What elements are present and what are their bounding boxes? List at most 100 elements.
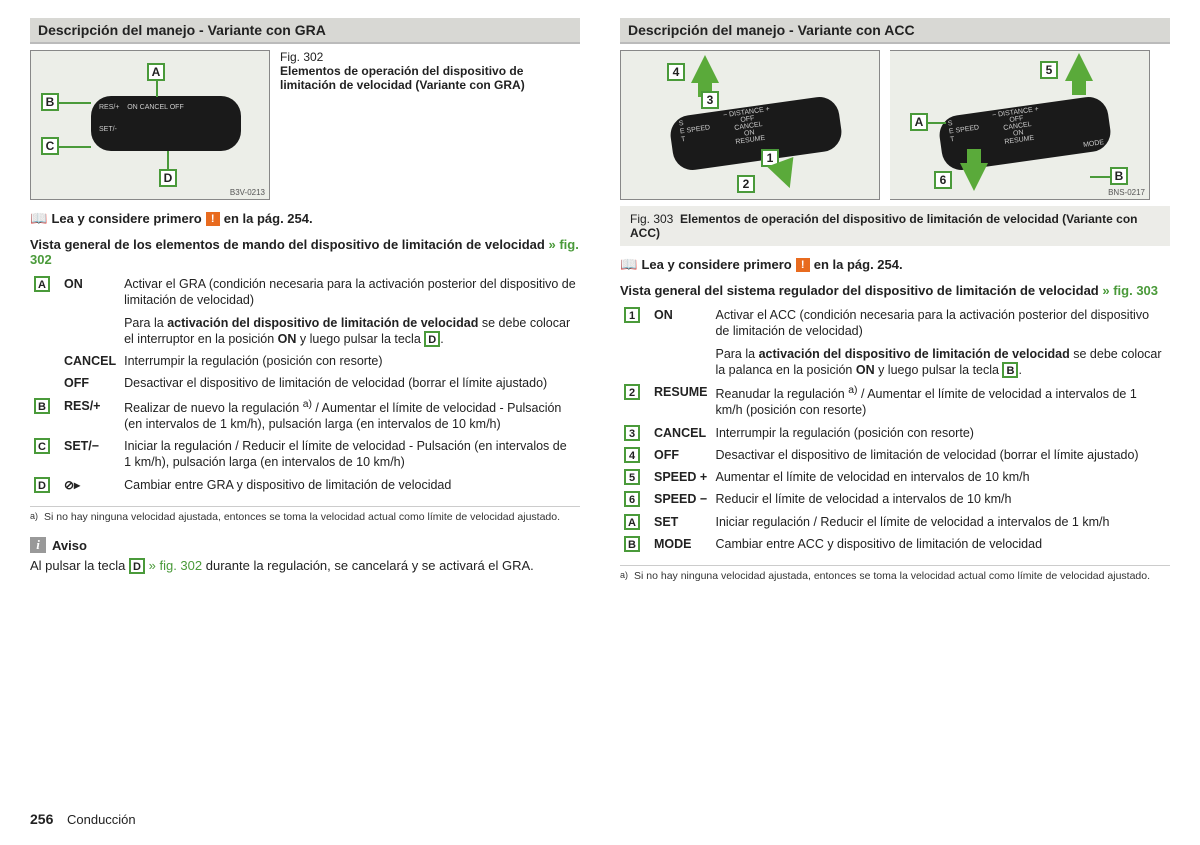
item-text: Iniciar la regulación / Reducir el límit… bbox=[120, 435, 580, 474]
table-row: Para la activación del dispositivo de li… bbox=[30, 312, 580, 351]
callout-A: A bbox=[147, 63, 165, 81]
stalk-shape: S E SPEED T − DISTANCE + OFF CANCEL ON R… bbox=[937, 94, 1113, 172]
stalk-labels: RES/+ ON CANCEL OFF SET/- bbox=[99, 102, 184, 136]
callout-line bbox=[59, 102, 91, 104]
arrow-stem bbox=[1072, 77, 1086, 95]
subhead-ref: » fig. 303 bbox=[1102, 283, 1158, 298]
item-text: Activar el GRA (condición necesaria para… bbox=[120, 273, 580, 312]
image-code: BNS-0217 bbox=[1108, 188, 1145, 197]
stalk-lines: − DISTANCE + OFF CANCEL ON RESUME bbox=[723, 106, 774, 147]
fig-number: Fig. 302 bbox=[280, 50, 323, 64]
key-box: B bbox=[34, 398, 50, 414]
key-box: A bbox=[624, 514, 640, 530]
table-row: Para la activación del dispositivo de li… bbox=[620, 343, 1170, 382]
right-definitions: 1 ONActivar el ACC (condición necesaria p… bbox=[620, 304, 1170, 555]
item-text: Activar el ACC (condición necesaria para… bbox=[711, 304, 1170, 343]
readfirst-suffix: en la pág. 254. bbox=[814, 257, 903, 272]
right-footnote: a) Si no hay ninguna velocidad ajustada,… bbox=[620, 565, 1170, 582]
item-label: SET/− bbox=[60, 435, 120, 474]
key-box: 1 bbox=[624, 307, 640, 323]
item-text: Realizar de nuevo la regulación a) / Aum… bbox=[120, 395, 580, 436]
item-text: Reanudar la regulación a) / Aumentar el … bbox=[711, 381, 1170, 422]
item-label: MODE bbox=[650, 533, 711, 555]
key-box: C bbox=[34, 438, 50, 454]
item-text: Aumentar el límite de velocidad en inter… bbox=[711, 466, 1170, 488]
key-box: 6 bbox=[624, 491, 640, 507]
stalk-shape: S E SPEED T − DISTANCE + OFF CANCEL ON R… bbox=[668, 94, 844, 172]
item-label: ON bbox=[650, 304, 711, 343]
footnote-mark: a) bbox=[620, 570, 628, 582]
read-first-left: 📖 Lea y considere primero ! en la pág. 2… bbox=[30, 210, 580, 227]
limit-icon: ⊘▸ bbox=[64, 478, 80, 492]
table-row: C SET/−Iniciar la regulación / Reducir el… bbox=[30, 435, 580, 474]
book-icon: 📖 bbox=[620, 256, 637, 273]
item-label: RES/+ bbox=[60, 395, 120, 436]
key-box: 5 bbox=[624, 469, 640, 485]
right-column: Descripción del manejo - Variante con AC… bbox=[620, 18, 1170, 582]
callout-line bbox=[59, 146, 91, 148]
item-text: Reducir el límite de velocidad a interva… bbox=[711, 488, 1170, 510]
fig-caption-text: Elementos de operación del dispositivo d… bbox=[630, 212, 1137, 240]
book-icon: 📖 bbox=[30, 210, 47, 227]
callout-line bbox=[1090, 176, 1110, 178]
section-name: Conducción bbox=[67, 812, 136, 827]
table-row: 4OFFDesactivar el dispositivo de limitac… bbox=[620, 444, 1170, 466]
callout-B: B bbox=[1110, 167, 1128, 185]
callout-line bbox=[928, 122, 946, 124]
item-text: Para la activación del dispositivo de li… bbox=[120, 312, 580, 351]
fig303-image-left: S E SPEED T − DISTANCE + OFF CANCEL ON R… bbox=[620, 50, 880, 200]
fig303-row: S E SPEED T − DISTANCE + OFF CANCEL ON R… bbox=[620, 50, 1170, 200]
table-row: AONActivar el GRA (condición necesaria p… bbox=[30, 273, 580, 312]
fig303-image-right: S E SPEED T − DISTANCE + OFF CANCEL ON R… bbox=[890, 50, 1150, 200]
item-label bbox=[60, 312, 120, 351]
callout-3: 3 bbox=[701, 91, 719, 109]
item-label: ON bbox=[60, 273, 120, 312]
item-text: Iniciar regulación / Reducir el límite d… bbox=[711, 511, 1170, 533]
item-text: Cambiar entre GRA y dispositivo de limit… bbox=[120, 474, 580, 497]
callout-B: B bbox=[41, 93, 59, 111]
stalk-side: S E SPEED T bbox=[678, 116, 711, 144]
callout-line bbox=[156, 81, 158, 97]
left-column: Descripción del manejo - Variante con GR… bbox=[30, 18, 580, 582]
item-label: OFF bbox=[60, 372, 120, 394]
key-box: D bbox=[34, 477, 50, 493]
page-footer: 256 Conducción bbox=[30, 811, 136, 827]
callout-4: 4 bbox=[667, 63, 685, 81]
table-row: 1 ONActivar el ACC (condición necesaria p… bbox=[620, 304, 1170, 343]
left-header: Descripción del manejo - Variante con GR… bbox=[30, 18, 580, 44]
fig302-caption: Fig. 302 Elementos de operación del disp… bbox=[280, 50, 580, 200]
item-text: Cambiar entre ACC y dispositivo de limit… bbox=[711, 533, 1170, 555]
item-text: Interrumpir la regulación (posición con … bbox=[120, 350, 580, 372]
table-row: CANCELInterrumpir la regulación (posició… bbox=[30, 350, 580, 372]
fig-caption-text: Elementos de operación del dispositivo d… bbox=[280, 64, 525, 92]
note-heading: i Aviso bbox=[30, 537, 580, 553]
callout-D: D bbox=[159, 169, 177, 187]
fig303-caption: Fig. 303 Elementos de operación del disp… bbox=[620, 206, 1170, 246]
right-subhead: Vista general del sistema regulador del … bbox=[620, 283, 1170, 298]
item-text: Para la activación del dispositivo de li… bbox=[711, 343, 1170, 382]
stalk-lines: − DISTANCE + OFF CANCEL ON RESUME bbox=[992, 106, 1043, 147]
arrow-down-icon bbox=[960, 163, 988, 191]
item-label: SET bbox=[650, 511, 711, 533]
read-first-right: 📖 Lea y considere primero ! en la pág. 2… bbox=[620, 256, 1170, 273]
item-label: SPEED − bbox=[650, 488, 711, 510]
left-subhead: Vista general de los elementos de mando … bbox=[30, 237, 580, 267]
callout-2: 2 bbox=[737, 175, 755, 193]
image-code: B3V-0213 bbox=[230, 188, 265, 197]
arrow-stem bbox=[967, 149, 981, 167]
stalk-shape: RES/+ ON CANCEL OFF SET/- bbox=[91, 96, 241, 151]
readfirst-prefix: Lea y considere primero bbox=[641, 257, 791, 272]
item-label: ⊘▸ bbox=[60, 474, 120, 497]
table-row: B RES/+Realizar de nuevo la regulación a)… bbox=[30, 395, 580, 436]
fig302-image: RES/+ ON CANCEL OFF SET/- A B C D B3V-02… bbox=[30, 50, 270, 200]
item-label: RESUME bbox=[650, 381, 711, 422]
item-text: Desactivar el dispositivo de limitación … bbox=[711, 444, 1170, 466]
item-label bbox=[650, 343, 711, 382]
fig-number: Fig. 303 bbox=[630, 212, 673, 226]
info-icon: i bbox=[30, 537, 46, 553]
table-row: D ⊘▸ Cambiar entre GRA y dispositivo de li… bbox=[30, 474, 580, 497]
readfirst-suffix: en la pág. 254. bbox=[224, 211, 313, 226]
item-label: CANCEL bbox=[650, 422, 711, 444]
subhead-text: Vista general de los elementos de mando … bbox=[30, 237, 545, 252]
footnote-mark: a) bbox=[30, 511, 38, 523]
